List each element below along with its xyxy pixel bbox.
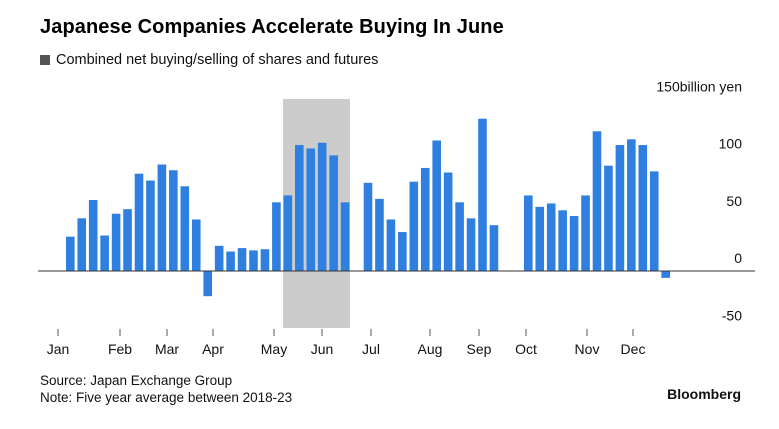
x-tick-label: Aug xyxy=(418,341,443,357)
bar xyxy=(615,145,625,271)
y-tick-label: -50 xyxy=(722,307,742,323)
bar xyxy=(455,202,464,271)
x-tick-label: Sep xyxy=(467,341,492,357)
bar xyxy=(260,249,270,271)
highlight-band-jun xyxy=(283,99,350,328)
bar xyxy=(409,181,419,271)
bar xyxy=(627,139,636,271)
bar xyxy=(569,216,579,271)
bar xyxy=(66,236,75,271)
legend-label: Combined net buying/selling of shares an… xyxy=(56,52,379,68)
bar xyxy=(489,225,499,271)
x-tick-label: Dec xyxy=(621,341,646,357)
y-tick-label: 100 xyxy=(719,136,743,152)
bar xyxy=(180,186,190,271)
x-tick-label: Jan xyxy=(47,341,70,357)
y-tick-label: 0 xyxy=(734,250,742,266)
bar xyxy=(77,218,87,271)
bar xyxy=(478,118,487,271)
bar xyxy=(649,171,659,271)
x-tick-label: Oct xyxy=(515,341,537,357)
bar xyxy=(546,203,556,271)
bar xyxy=(295,145,304,271)
source-text: Source: Japan Exchange Group xyxy=(40,373,233,388)
x-tick-label: Apr xyxy=(202,341,224,357)
y-tick-label: 150billion yen xyxy=(656,78,742,94)
bar xyxy=(398,232,407,271)
bar xyxy=(317,142,327,271)
bar xyxy=(375,198,384,272)
bar xyxy=(237,248,247,271)
source-notes: Source: Japan Exchange Group Note: Five … xyxy=(40,372,292,406)
bar xyxy=(466,218,476,271)
bar xyxy=(88,200,98,271)
bar xyxy=(363,182,373,271)
x-tick-label: Jun xyxy=(311,341,334,357)
bloomberg-logo: Bloomberg xyxy=(667,386,741,402)
bar xyxy=(134,173,144,272)
bar xyxy=(420,167,430,271)
bar xyxy=(191,219,201,271)
bar xyxy=(432,140,441,271)
bar xyxy=(661,271,670,278)
bar xyxy=(146,180,155,271)
bar xyxy=(524,195,533,271)
bar xyxy=(340,202,350,271)
x-tick-label: Feb xyxy=(108,341,132,357)
bar xyxy=(638,145,648,271)
bar xyxy=(226,251,235,271)
bar xyxy=(535,206,545,271)
x-tick-label: Mar xyxy=(155,341,179,357)
bar xyxy=(157,164,167,271)
y-tick-label: 50 xyxy=(726,193,742,209)
bar xyxy=(306,148,316,272)
bar xyxy=(581,195,590,271)
bar xyxy=(329,155,338,271)
bar xyxy=(203,271,212,297)
note-text: Note: Five year average between 2018-23 xyxy=(40,390,293,405)
legend: Combined net buying/selling of shares an… xyxy=(40,52,378,68)
bar xyxy=(443,172,453,271)
bar xyxy=(592,131,602,271)
bar xyxy=(214,245,224,271)
x-tick-label: May xyxy=(261,341,287,357)
bar xyxy=(123,209,132,271)
x-tick-label: Nov xyxy=(575,341,600,357)
bar xyxy=(111,213,121,271)
bar xyxy=(283,195,293,271)
legend-swatch xyxy=(40,55,50,65)
chart-title: Japanese Companies Accelerate Buying In … xyxy=(40,16,504,38)
bar xyxy=(272,202,281,271)
bar xyxy=(386,219,396,271)
bar xyxy=(169,170,178,271)
x-tick-label: Jul xyxy=(362,341,380,357)
bar xyxy=(558,210,567,271)
bar xyxy=(604,165,613,271)
bar xyxy=(100,235,109,271)
bar xyxy=(249,250,258,271)
